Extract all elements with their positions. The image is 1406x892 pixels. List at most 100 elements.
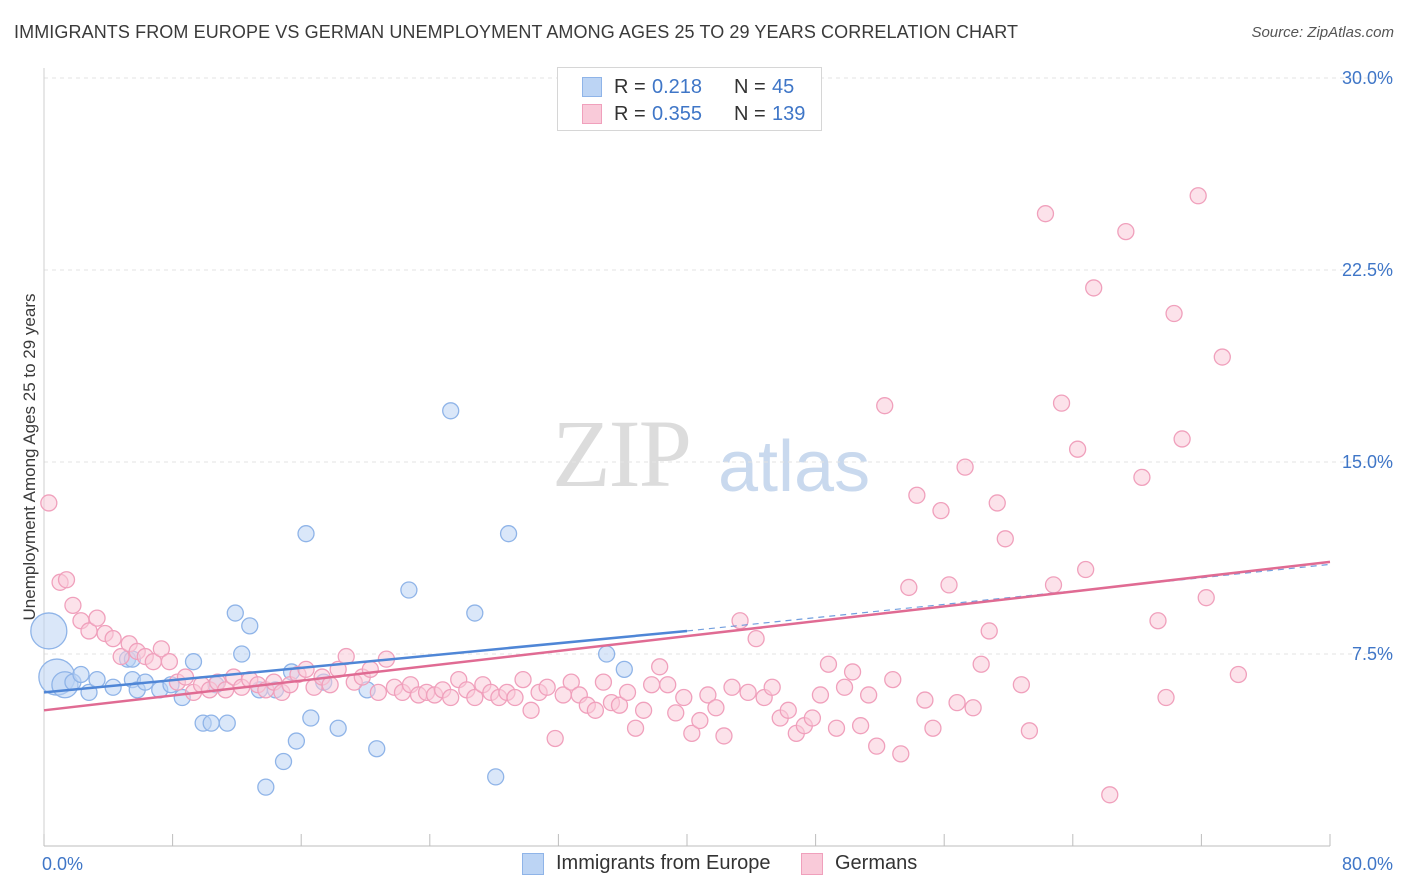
germans-point xyxy=(940,576,958,594)
immigrants-point xyxy=(233,645,251,663)
germans-point xyxy=(40,494,58,512)
germans-point xyxy=(562,673,580,691)
germans-point xyxy=(747,629,765,648)
immigrants-point xyxy=(442,402,460,420)
series-legend-immigrants[interactable]: Immigrants from Europe xyxy=(522,852,771,875)
trend-line-extension xyxy=(686,563,1331,632)
legend-swatch-immigrants xyxy=(582,77,602,97)
germans-point xyxy=(723,678,741,696)
immigrants-point xyxy=(329,719,347,737)
immigrants-point xyxy=(615,660,633,679)
immigrants-point xyxy=(88,670,106,689)
y-axis-label: Unemployment Among Ages 25 to 29 years xyxy=(20,294,39,621)
data-points xyxy=(30,187,1248,804)
germans-point xyxy=(1213,348,1231,366)
immigrants-point xyxy=(218,714,236,732)
x-tick-label: 0.0% xyxy=(42,854,83,874)
immigrants-point xyxy=(184,653,203,671)
germans-point xyxy=(626,719,645,737)
legend-r-value: 0.218 xyxy=(652,75,703,98)
series-swatch-immigrants xyxy=(522,852,544,875)
germans-point xyxy=(1173,430,1191,448)
germans-point xyxy=(659,676,677,694)
germans-point xyxy=(932,501,950,520)
germans-point xyxy=(956,458,974,476)
watermark-zip: ZIP xyxy=(552,400,692,507)
germans-point xyxy=(859,686,878,704)
immigrants-point xyxy=(202,714,220,732)
immigrants-point xyxy=(466,604,484,622)
germans-point xyxy=(900,578,918,597)
gridlines xyxy=(44,77,1392,655)
germans-point xyxy=(691,711,709,730)
germans-point xyxy=(763,678,781,696)
germans-point xyxy=(64,596,82,615)
germans-point xyxy=(506,688,524,707)
germans-point xyxy=(876,397,894,415)
germans-point xyxy=(908,486,926,504)
germans-point xyxy=(112,647,130,666)
stats-legend: R = 0.218 N = 45 R = 0.355 N = 139 xyxy=(557,67,822,131)
immigrants-point xyxy=(274,752,293,771)
immigrants-point xyxy=(287,732,306,750)
germans-point xyxy=(699,686,717,704)
germans-point xyxy=(546,729,564,748)
germans-point xyxy=(152,640,170,658)
germans-point xyxy=(827,719,846,737)
legend-r-label: R = xyxy=(614,75,646,98)
germans-point xyxy=(819,655,838,673)
watermark-atlas: atlas xyxy=(718,427,871,507)
series-label-immigrants: Immigrants from Europe xyxy=(556,852,771,874)
immigrants-point xyxy=(487,768,505,786)
y-tick-label: 30.0% xyxy=(1342,68,1393,88)
germans-point xyxy=(972,655,990,673)
germans-point xyxy=(884,670,902,689)
legend-row-germans: R = 0.355 N = 139 xyxy=(582,102,805,126)
immigrants-point xyxy=(297,525,315,543)
x-tick-label: 80.0% xyxy=(1342,854,1393,874)
axes xyxy=(43,68,1331,847)
germans-point xyxy=(104,629,122,648)
germans-point xyxy=(835,678,854,696)
germans-point xyxy=(1077,560,1095,579)
germans-point xyxy=(916,691,934,709)
y-tick-label: 15.0% xyxy=(1342,452,1393,472)
immigrants-point xyxy=(499,525,518,543)
germans-point xyxy=(1229,665,1248,684)
germans-point xyxy=(442,688,460,707)
immigrants-point xyxy=(400,581,418,599)
germans-point xyxy=(369,683,388,702)
germans-point xyxy=(642,676,661,694)
germans-point xyxy=(667,704,685,722)
germans-point xyxy=(634,701,653,719)
germans-point xyxy=(538,678,556,696)
germans-point xyxy=(868,737,886,755)
legend-n-value: 139 xyxy=(772,102,806,125)
germans-point xyxy=(297,660,315,679)
germans-point xyxy=(715,727,733,745)
immigrants-point xyxy=(241,617,259,635)
germans-point xyxy=(1036,205,1055,223)
germans-point xyxy=(586,701,605,719)
y-tick-label: 22.5% xyxy=(1342,260,1393,280)
germans-point xyxy=(1149,612,1167,630)
immigrants-point xyxy=(368,740,386,758)
germans-point xyxy=(610,696,629,714)
germans-point xyxy=(988,494,1006,512)
trend-lines xyxy=(43,560,1331,712)
germans-point xyxy=(683,724,701,743)
germans-point xyxy=(1157,688,1175,707)
legend-row-immigrants: R = 0.218 N = 45 xyxy=(582,75,794,99)
germans-point xyxy=(57,571,76,589)
germans-point xyxy=(948,693,966,712)
germans-point xyxy=(980,622,998,640)
germans-point xyxy=(88,609,106,627)
immigrants-point xyxy=(226,604,244,622)
legend-swatch-germans xyxy=(582,104,602,124)
germans-point xyxy=(1101,786,1119,804)
germans-point xyxy=(1012,676,1031,694)
germans-point xyxy=(803,709,822,727)
series-legend-germans[interactable]: Germans xyxy=(801,852,917,875)
chart-title: IMMIGRANTS FROM EUROPE VS GERMAN UNEMPLO… xyxy=(14,22,1019,42)
